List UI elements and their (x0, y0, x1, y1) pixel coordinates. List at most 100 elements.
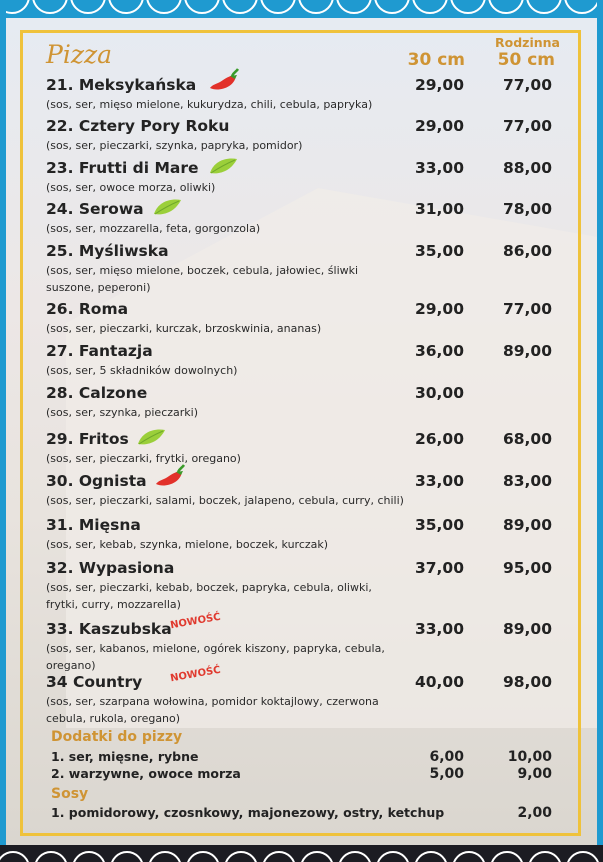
pizza-name: 23. Frutti di Mare (46, 159, 199, 177)
circle-decoration (72, 851, 106, 862)
circle-decoration (376, 851, 410, 862)
price-50cm: 89,00 (502, 516, 552, 534)
scallop-decoration (412, 0, 448, 14)
scallop-decoration (260, 0, 296, 14)
price-30cm: 29,00 (414, 300, 464, 318)
pizza-ingredients: (sos, ser, mięso mielone, boczek, cebula… (46, 264, 359, 294)
pizza-name: 30. Ognista (46, 472, 147, 490)
chili-pepper-icon (154, 464, 188, 494)
bottom-decorative-band (0, 845, 603, 862)
leaf-icon (152, 198, 182, 220)
price-30cm: 33,00 (414, 620, 464, 638)
price-50cm: 89,00 (502, 620, 552, 638)
scallop-decoration (526, 0, 562, 14)
price-50cm: 83,00 (502, 472, 552, 490)
header-30cm: 30 cm (407, 50, 465, 70)
pizza-name: 33. Kaszubska (46, 620, 172, 638)
circle-decoration (34, 851, 68, 862)
pizza-ingredients: (sos, ser, szynka, pieczarki) (46, 406, 198, 419)
price-50cm: 98,00 (502, 673, 552, 691)
side-band-left (0, 0, 6, 862)
circle-decoration (338, 851, 372, 862)
leaf-icon (136, 428, 166, 450)
section-title: Pizza (46, 40, 113, 69)
scallop-decoration (184, 0, 220, 14)
scallop-decoration (108, 0, 144, 14)
sauce-price: 2,00 (517, 805, 552, 821)
price-50cm: 89,00 (502, 342, 552, 360)
pizza-name: 26. Roma (46, 300, 129, 318)
price-30cm: 33,00 (414, 472, 464, 490)
price-50cm: 77,00 (502, 300, 552, 318)
price-30cm: 30,00 (414, 384, 464, 402)
pizza-ingredients: (sos, ser, mozzarella, feta, gorgonzola) (46, 222, 261, 235)
pizza-name: 32. Wypasiona (46, 559, 175, 577)
menu-frame (20, 30, 581, 836)
price-50cm: 77,00 (502, 117, 552, 135)
price-50cm: 77,00 (502, 76, 552, 94)
menu-background (6, 18, 603, 845)
pizza-ingredients: (sos, ser, pieczarki, szynka, papryka, p… (46, 139, 303, 152)
price-30cm: 36,00 (414, 342, 464, 360)
extra-item: 2. warzywne, owoce morza (51, 766, 241, 781)
scallop-decoration (450, 0, 486, 14)
pizza-name: 25. Myśliwska (46, 242, 169, 260)
scallop-decoration (374, 0, 410, 14)
pizza-ingredients: (sos, ser, kebab, szynka, mielone, bocze… (46, 538, 329, 551)
scallop-decoration (564, 0, 600, 14)
extra-item: 1. ser, mięsne, rybne (51, 749, 199, 764)
pizza-name: 28. Calzone (46, 384, 148, 402)
extra-price-30cm: 5,00 (429, 766, 464, 782)
leaf-icon (208, 157, 238, 179)
header-family: Rodzinna (495, 35, 560, 50)
pizza-ingredients: (sos, ser, szarpana wołowina, pomidor ko… (46, 695, 379, 725)
scallop-decoration (298, 0, 334, 14)
price-30cm: 33,00 (414, 159, 464, 177)
pizza-ingredients: (sos, ser, pieczarki, frytki, oregano) (46, 452, 241, 465)
pizza-ingredients: (sos, ser, pieczarki, kurczak, brzoskwin… (46, 322, 322, 335)
price-50cm: 78,00 (502, 200, 552, 218)
extra-price-30cm: 6,00 (429, 749, 464, 765)
circle-decoration (566, 851, 600, 862)
circle-decoration (300, 851, 334, 862)
chili-pepper-icon (208, 68, 242, 98)
scallop-decoration (146, 0, 182, 14)
sauce-item: 1. pomidorowy, czosnkowy, majonezowy, os… (51, 805, 445, 820)
pizza-name: 22. Cztery Pory Roku (46, 117, 230, 135)
background-photo (66, 188, 603, 728)
circle-decoration (414, 851, 448, 862)
header-50cm: 50 cm (497, 50, 555, 70)
price-30cm: 29,00 (414, 76, 464, 94)
price-30cm: 35,00 (414, 516, 464, 534)
price-30cm: 29,00 (414, 117, 464, 135)
circle-decoration (528, 851, 562, 862)
extra-price-50cm: 10,00 (507, 749, 552, 765)
price-50cm: 95,00 (502, 559, 552, 577)
extra-price-50cm: 9,00 (517, 766, 552, 782)
pizza-name: 27. Fantazja (46, 342, 153, 360)
circle-decoration (224, 851, 258, 862)
pizza-ingredients: (sos, ser, pieczarki, kebab, boczek, pap… (46, 581, 372, 611)
circle-decoration (262, 851, 296, 862)
side-band-right (597, 0, 603, 862)
price-30cm: 37,00 (414, 559, 464, 577)
price-50cm: 68,00 (502, 430, 552, 448)
price-30cm: 40,00 (414, 673, 464, 691)
circle-decoration (452, 851, 486, 862)
circle-decoration (148, 851, 182, 862)
pizza-name: 24. Serowa (46, 200, 144, 218)
pizza-name: 31. Mięsna (46, 516, 141, 534)
scallop-decoration (222, 0, 258, 14)
circle-decoration (0, 851, 30, 862)
scallop-decoration (70, 0, 106, 14)
pizza-ingredients: (sos, ser, owoce morza, oliwki) (46, 181, 216, 194)
price-30cm: 31,00 (414, 200, 464, 218)
circle-decoration (110, 851, 144, 862)
price-50cm: 86,00 (502, 242, 552, 260)
circle-decoration (186, 851, 220, 862)
scallop-decoration (336, 0, 372, 14)
price-50cm: 88,00 (502, 159, 552, 177)
price-30cm: 26,00 (414, 430, 464, 448)
scallop-decoration (32, 0, 68, 14)
pizza-ingredients: (sos, ser, mięso mielone, kukurydza, chi… (46, 98, 373, 111)
